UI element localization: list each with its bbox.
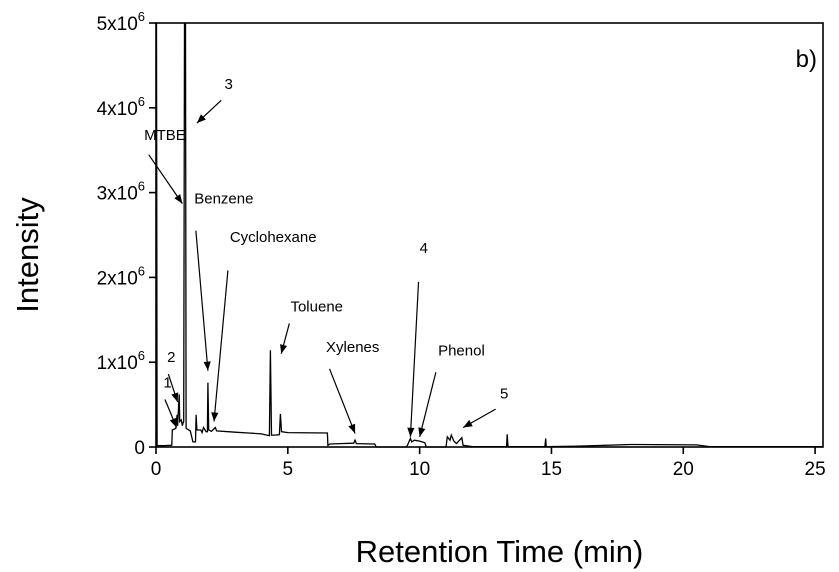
y-tick-label-exponent: 6 <box>138 263 145 278</box>
peak-annotation-label: 5 <box>500 386 508 403</box>
annotation-arrowhead <box>463 419 473 428</box>
annotation-arrowhead <box>348 423 356 434</box>
series-line <box>155 22 823 448</box>
y-tick-label-base: 1x10 <box>97 353 138 374</box>
y-tick-label-base: 5x10 <box>97 14 138 35</box>
y-tick-label: 5x106 <box>97 9 145 35</box>
annotation-arrow <box>213 270 229 422</box>
peak-annotation-label: MTBE <box>144 127 186 144</box>
x-tick-label: 10 <box>409 459 430 480</box>
x-tick-label: 0 <box>151 459 162 480</box>
peak-annotation-label: Benzene <box>194 191 253 208</box>
annotation-arrow <box>195 230 209 371</box>
annotation-arrowhead <box>203 361 211 371</box>
annotation-arrow <box>419 372 437 437</box>
annotations-group: 1 2 3 MTBE Benzene Cyclohexane Toluene Xylenes 4… <box>144 76 508 437</box>
y-tick-label: 0 <box>134 438 145 459</box>
y-tick-label-base: 0 <box>134 438 145 459</box>
annotation-arrowhead <box>280 344 288 354</box>
annotation-arrowhead <box>169 417 177 428</box>
y-tick-label-base: 2x10 <box>97 268 138 289</box>
x-axis-title: Retention Time (min) <box>356 534 644 569</box>
y-tick-label-exponent: 6 <box>138 9 145 24</box>
peak-annotation-label: Cyclohexane <box>230 229 317 246</box>
peak-annotation-label: 2 <box>167 349 175 366</box>
annotation-arrowhead <box>211 412 219 422</box>
y-tick-label-base: 4x10 <box>97 99 138 120</box>
y-tick-label-exponent: 6 <box>138 94 145 109</box>
y-tick-label-exponent: 6 <box>138 179 145 194</box>
series-group <box>155 22 823 448</box>
annotation-arrowhead <box>174 194 183 204</box>
peak-annotation-label: 1 <box>163 375 171 392</box>
x-tick-label: 15 <box>541 459 562 480</box>
panel-label: b) <box>796 46 817 73</box>
annotation-arrowhead <box>196 114 206 124</box>
y-tick-label: 1x106 <box>97 348 145 374</box>
peak-annotation-label: Toluene <box>290 298 343 315</box>
annotation-arrowhead <box>418 427 426 437</box>
peak-annotation-label: Phenol <box>438 342 485 359</box>
x-tick-label: 20 <box>673 459 694 480</box>
annotation-arrowhead <box>407 427 415 437</box>
y-tick-label: 3x106 <box>97 179 145 205</box>
annotation-arrow <box>148 154 183 204</box>
y-tick-label-base: 3x10 <box>97 184 138 205</box>
peak-annotation-label: 4 <box>420 240 428 257</box>
x-tick-label: 5 <box>283 459 294 480</box>
peak-annotation-label: Xylenes <box>326 339 379 356</box>
peak-annotation-label: 3 <box>225 76 233 93</box>
annotation-arrow <box>328 368 356 434</box>
y-tick-label-exponent: 6 <box>138 348 145 363</box>
y-axis-title: Intensity <box>10 197 45 313</box>
y-tick-label: 4x106 <box>97 94 145 120</box>
x-tick-label: 25 <box>805 459 826 480</box>
annotation-arrow <box>409 281 420 437</box>
annotation-arrowhead <box>171 392 179 403</box>
y-tick-label: 2x106 <box>97 263 145 289</box>
